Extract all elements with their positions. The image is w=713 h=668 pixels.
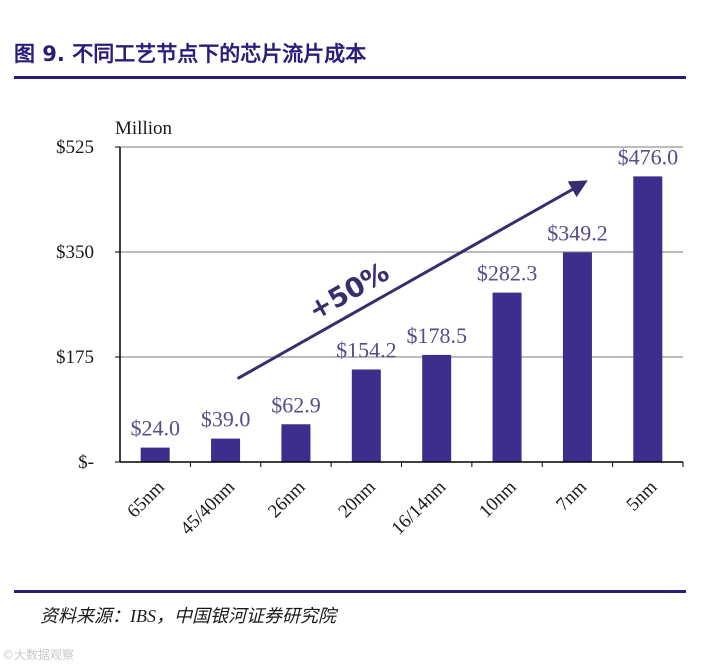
y-tick-label: $175: [56, 347, 94, 368]
growth-arrowhead: [567, 180, 588, 198]
value-label: $476.0: [618, 144, 679, 169]
y-tick-label: $350: [56, 242, 94, 263]
category-label: 65nm: [123, 477, 169, 523]
title-rule: [14, 76, 686, 79]
bar: [562, 252, 592, 462]
value-label: $154.2: [336, 337, 397, 362]
category-label: 7nm: [552, 477, 591, 516]
grid-layer: [120, 146, 683, 358]
category-label: 5nm: [623, 477, 662, 516]
value-label: $178.5: [406, 323, 467, 348]
bar: [140, 447, 170, 462]
y-tick-label: $525: [56, 137, 94, 158]
value-label: $282.3: [477, 261, 538, 286]
category-label: 45/40nm: [176, 477, 239, 540]
bar: [211, 438, 241, 462]
category-label: 16/14nm: [388, 477, 451, 540]
bar-layer: [140, 176, 663, 462]
bar: [351, 369, 381, 462]
value-label: $62.9: [271, 392, 321, 417]
category-label: 20nm: [334, 477, 380, 523]
value-label: $349.2: [547, 220, 608, 245]
bar: [281, 424, 311, 462]
category-label: 10nm: [475, 477, 521, 523]
figure-title: 图 9. 不同工艺节点下的芯片流片成本: [14, 42, 367, 66]
value-label: $24.0: [130, 416, 180, 441]
bar-chart: $- $175 $350 $525 $24.0 65nm $39.0 45/40nm $62.…: [56, 118, 684, 539]
source-note: 资料来源：IBS，中国银河证券研究院: [40, 606, 336, 626]
growth-arrow: [236, 185, 579, 380]
unit-label: Million: [115, 118, 173, 139]
label-layer: $24.0 65nm $39.0 45/40nm $62.9 26nm $154.2 20nm…: [123, 144, 678, 539]
watermark: ©大数据观察: [2, 648, 75, 662]
bar: [633, 176, 663, 462]
axis-layer: $- $175 $350 $525: [56, 137, 684, 473]
y-tick-label: $-: [78, 452, 94, 473]
source-rule: [14, 590, 686, 593]
bar: [422, 354, 452, 462]
bar: [492, 292, 522, 462]
value-label: $39.0: [201, 407, 251, 432]
category-label: 26nm: [264, 477, 310, 523]
